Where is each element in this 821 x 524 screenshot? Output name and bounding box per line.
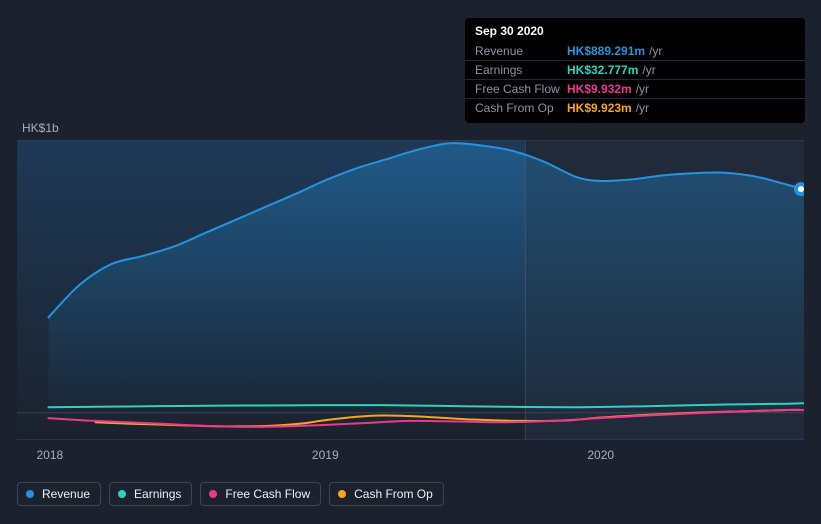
tooltip-row-unit: /yr	[636, 82, 649, 96]
tooltip-row: Cash From OpHK$9.923m/yr	[465, 99, 805, 117]
tooltip-row-unit: /yr	[649, 44, 662, 58]
tooltip-row: RevenueHK$889.291m/yr	[465, 42, 805, 61]
legend-label: Earnings	[134, 487, 181, 501]
y-tick-label: HK$1b	[22, 121, 59, 135]
tooltip-date: Sep 30 2020	[465, 24, 805, 42]
tooltip-row-unit: /yr	[642, 63, 655, 77]
tooltip-row: Free Cash FlowHK$9.932m/yr	[465, 80, 805, 99]
tooltip-row-value: HK$32.777m	[567, 63, 638, 77]
legend: Revenue Earnings Free Cash Flow Cash From O…	[17, 482, 444, 506]
legend-item-cfo[interactable]: Cash From Op	[329, 482, 444, 506]
legend-dot-icon	[209, 490, 217, 498]
legend-item-fcf[interactable]: Free Cash Flow	[200, 482, 321, 506]
tooltip-row-label: Cash From Op	[475, 101, 567, 115]
tooltip-row-label: Free Cash Flow	[475, 82, 567, 96]
tooltip: Sep 30 2020 RevenueHK$889.291m/yrEarning…	[465, 18, 805, 123]
tooltip-row-label: Revenue	[475, 44, 567, 58]
legend-label: Revenue	[42, 487, 90, 501]
tooltip-row-value: HK$9.932m	[567, 82, 632, 96]
x-tick-label: 2018	[36, 448, 63, 462]
legend-item-revenue[interactable]: Revenue	[17, 482, 101, 506]
legend-dot-icon	[26, 490, 34, 498]
chart-container: HK$1bHK$0-HK$100m Past 201820192020 Sep …	[0, 0, 821, 524]
tooltip-row-label: Earnings	[475, 63, 567, 77]
legend-label: Free Cash Flow	[225, 487, 310, 501]
tooltip-row-value: HK$889.291m	[567, 44, 645, 58]
legend-item-earnings[interactable]: Earnings	[109, 482, 192, 506]
x-tick-label: 2020	[587, 448, 614, 462]
line-area-chart[interactable]	[17, 140, 804, 440]
legend-dot-icon	[338, 490, 346, 498]
legend-dot-icon	[118, 490, 126, 498]
x-tick-label: 2019	[312, 448, 339, 462]
legend-label: Cash From Op	[354, 487, 433, 501]
tooltip-row: EarningsHK$32.777m/yr	[465, 61, 805, 80]
tooltip-row-unit: /yr	[636, 101, 649, 115]
tooltip-row-value: HK$9.923m	[567, 101, 632, 115]
